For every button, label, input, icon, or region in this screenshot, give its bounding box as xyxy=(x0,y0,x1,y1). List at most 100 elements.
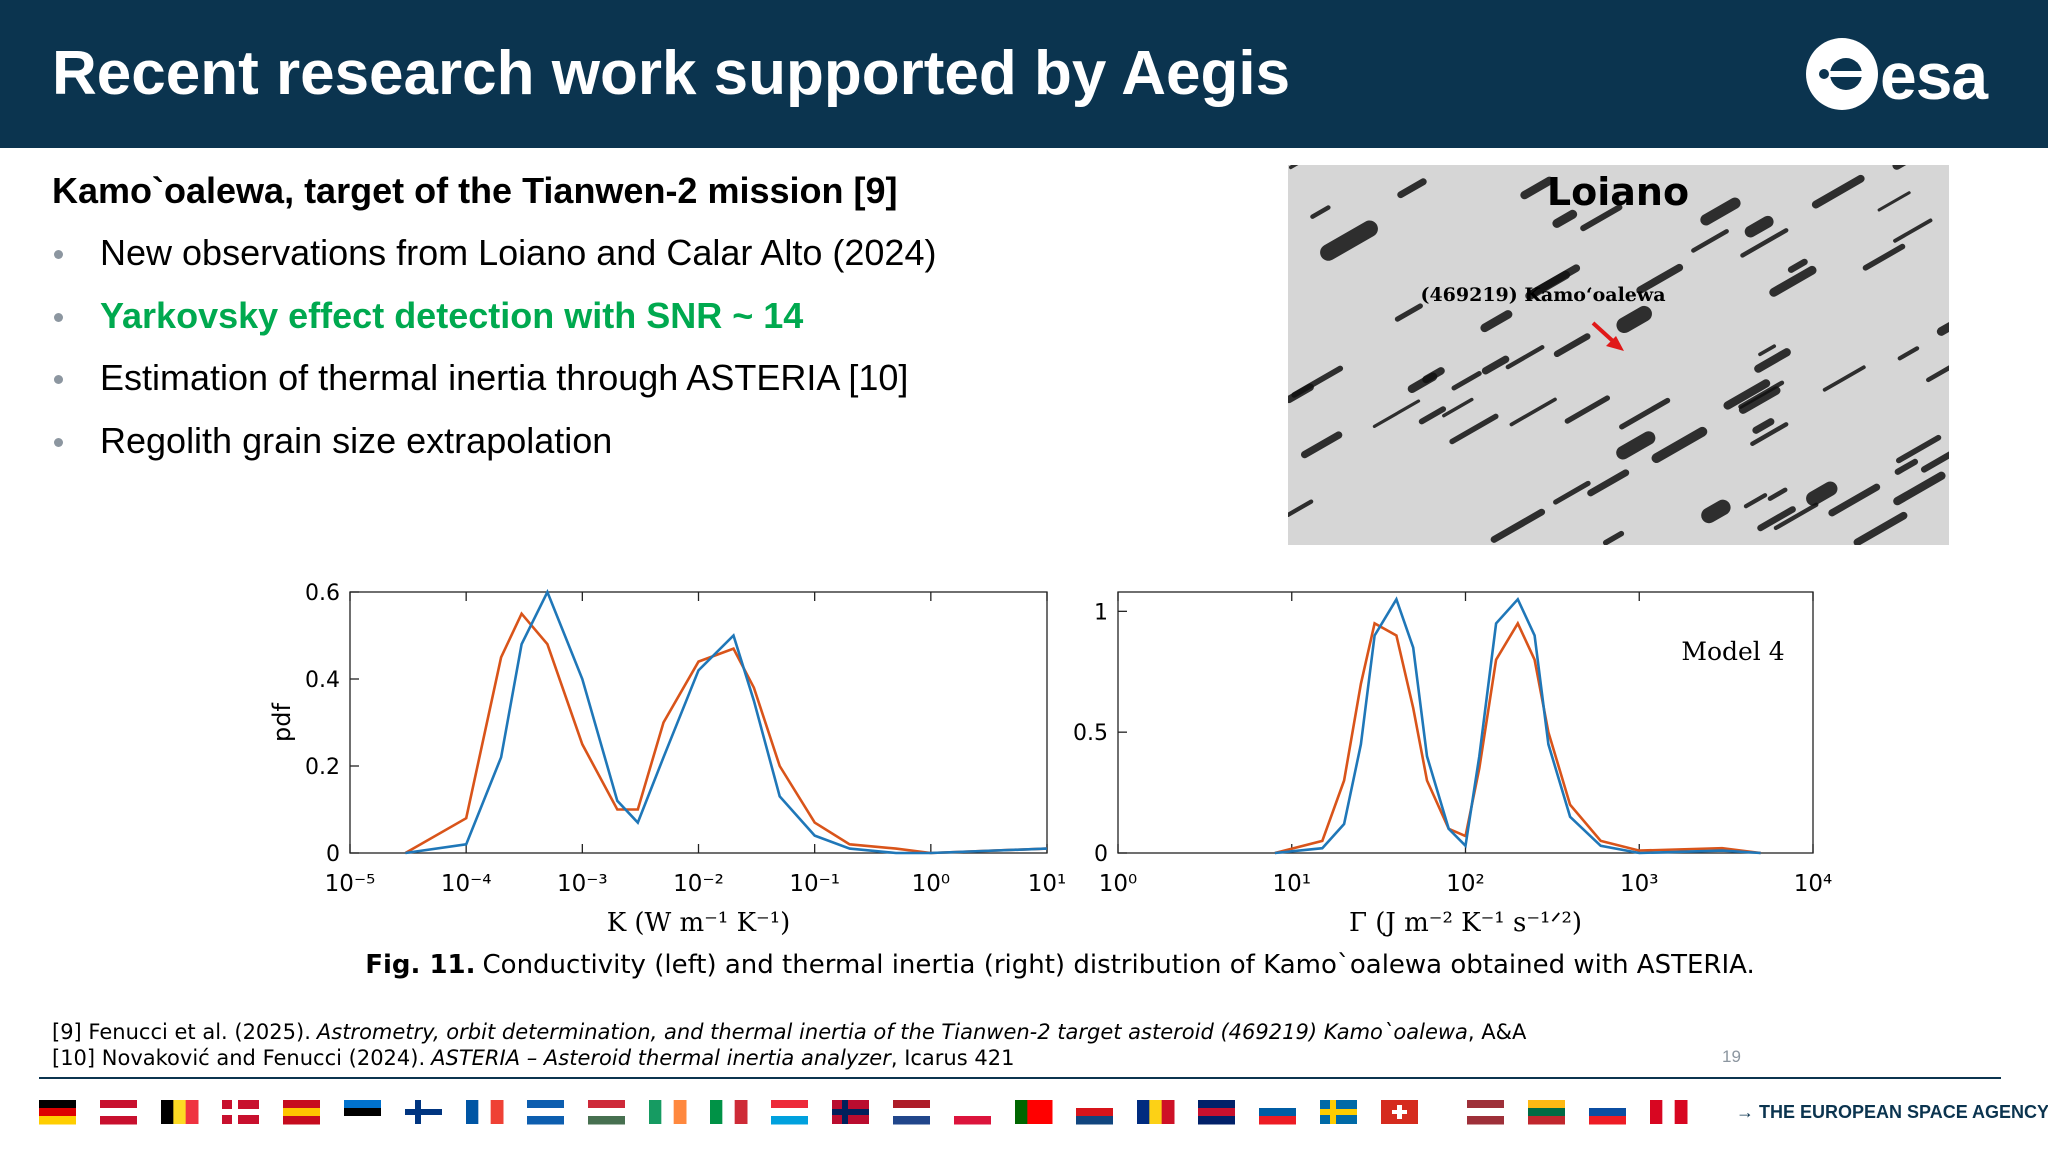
figure: 10⁻⁵ 10⁻⁴ 10⁻³ 10⁻² 10⁻¹ 10⁰ 10¹ 0 0.2 0.4 0.6 K (W… xyxy=(268,581,1833,938)
bullet-dot xyxy=(54,375,63,384)
flag-stripe xyxy=(1467,1116,1504,1125)
x-tick-label: 10⁻⁵ xyxy=(325,871,376,897)
bullet-text: Yarkovsky effect detection with SNR ~ 14 xyxy=(100,294,804,336)
flag-stripe xyxy=(1039,1100,1053,1124)
star-streak xyxy=(1580,204,1623,232)
page-number: 19 xyxy=(1722,1047,1741,1066)
bullet-dot xyxy=(54,250,63,259)
y-tick-label: 0.6 xyxy=(305,581,340,606)
flag-stripe xyxy=(1076,1100,1113,1109)
star-streak xyxy=(1372,399,1421,428)
star-streak xyxy=(1509,397,1557,427)
flag-stripe xyxy=(954,1116,991,1125)
ref-tail: , Icarus 421 xyxy=(890,1046,1015,1070)
star-streak xyxy=(1553,480,1591,505)
pdf-line xyxy=(404,611,1048,855)
caption-text: Conductivity (left) and thermal inertia … xyxy=(482,950,1755,980)
flag xyxy=(222,1100,259,1124)
star-streak xyxy=(1481,355,1510,375)
flag xyxy=(649,1100,687,1124)
bullet-text: Estimation of thermal inertia through AS… xyxy=(100,357,909,398)
star-streak xyxy=(1853,511,1908,545)
flag-stripe xyxy=(1674,1100,1688,1124)
star-streak xyxy=(1619,397,1671,430)
flag-stripe xyxy=(1259,1108,1296,1117)
y-tick-label: 0 xyxy=(326,842,340,867)
star-streak xyxy=(1767,487,1788,501)
y-tick-label: 0.2 xyxy=(305,755,340,780)
star-streak xyxy=(1651,426,1708,464)
star-streak xyxy=(1407,372,1438,394)
star-streak xyxy=(1758,344,1777,357)
flag-stripe xyxy=(527,1116,564,1125)
bullet-dot xyxy=(54,437,63,447)
arrow xyxy=(1591,321,1617,345)
star-streak xyxy=(1754,348,1791,373)
logo-mark xyxy=(1806,38,1878,110)
star-streak xyxy=(1894,458,1919,475)
x-tick-label: 10⁰ xyxy=(912,871,951,897)
star-streak xyxy=(1564,395,1611,424)
plot-frame xyxy=(349,591,1048,854)
flag-stripe xyxy=(1027,1100,1041,1124)
x-axis-label: Γ (J m⁻² K⁻¹ s⁻¹ᐟ²) xyxy=(1349,908,1582,938)
star-streak xyxy=(1895,434,1942,464)
flag-stripe xyxy=(1528,1116,1565,1125)
star-streak xyxy=(1505,345,1545,370)
x-tick-label: 10⁴ xyxy=(1794,871,1833,897)
star-streak xyxy=(1893,471,1946,506)
flag-stripe xyxy=(478,1100,492,1124)
flag-cross xyxy=(1320,1109,1357,1115)
bullet-text: Regolith grain size extrapolation xyxy=(100,419,613,461)
flag xyxy=(771,1100,808,1125)
star-streak xyxy=(1811,174,1865,209)
star-streak xyxy=(1480,310,1513,333)
flag xyxy=(1137,1100,1175,1124)
flag-stripe xyxy=(771,1108,808,1117)
star-streak xyxy=(1806,481,1838,506)
flag-stripe xyxy=(1198,1116,1235,1125)
flag-stripe xyxy=(1076,1108,1113,1117)
flag-stripe xyxy=(1528,1100,1565,1109)
flag-stripe xyxy=(954,1100,991,1109)
star-streak xyxy=(1320,220,1378,261)
star-streak xyxy=(1897,346,1920,361)
bullet-text: New observations from Loiano and Calar A… xyxy=(100,232,937,273)
y-tick-label: 0 xyxy=(1094,842,1108,867)
flag-stripe xyxy=(39,1100,76,1109)
x-tick-label: 10⁻³ xyxy=(557,871,608,897)
star-streak xyxy=(1288,499,1314,518)
flag xyxy=(1650,1100,1688,1124)
flag-stripe xyxy=(1198,1108,1235,1117)
footer-agency: → THE EUROPEAN SPACE AGENCY xyxy=(1736,1102,2048,1122)
flag xyxy=(832,1100,869,1124)
plot-frame xyxy=(1117,591,1814,854)
flag xyxy=(710,1100,748,1124)
flag-stripe xyxy=(1662,1100,1676,1124)
y-tick-label: 0.5 xyxy=(1073,721,1108,746)
star-streak xyxy=(1750,422,1789,446)
flag-stripe xyxy=(588,1100,625,1109)
pdf-line xyxy=(1274,596,1761,855)
ref-title: ASTERIA – Asteroid thermal inertia analy… xyxy=(431,1046,891,1070)
flag-stripe xyxy=(661,1100,675,1124)
arrowhead xyxy=(1606,336,1624,351)
star-streak xyxy=(1587,469,1630,497)
star-streak xyxy=(1926,365,1949,383)
star-streak xyxy=(1397,178,1427,199)
flag-stripe xyxy=(283,1116,320,1125)
star-streak xyxy=(1525,270,1571,301)
flag-stripe xyxy=(344,1100,381,1109)
flag-stripe xyxy=(344,1108,381,1117)
y-axis-label: pdf xyxy=(268,702,296,741)
ref-lead: [9] Fenucci et al. (2025). xyxy=(52,1020,311,1044)
star-streak xyxy=(1602,530,1625,545)
star-streak xyxy=(1773,502,1819,531)
flag-stripe xyxy=(1650,1100,1663,1124)
star-streak xyxy=(1877,191,1911,212)
flag-stripe xyxy=(490,1100,504,1124)
flag xyxy=(39,1100,76,1125)
flag xyxy=(527,1100,564,1125)
reference: [9] Fenucci et al. (2025). Astrometry, or… xyxy=(52,1020,1526,1044)
